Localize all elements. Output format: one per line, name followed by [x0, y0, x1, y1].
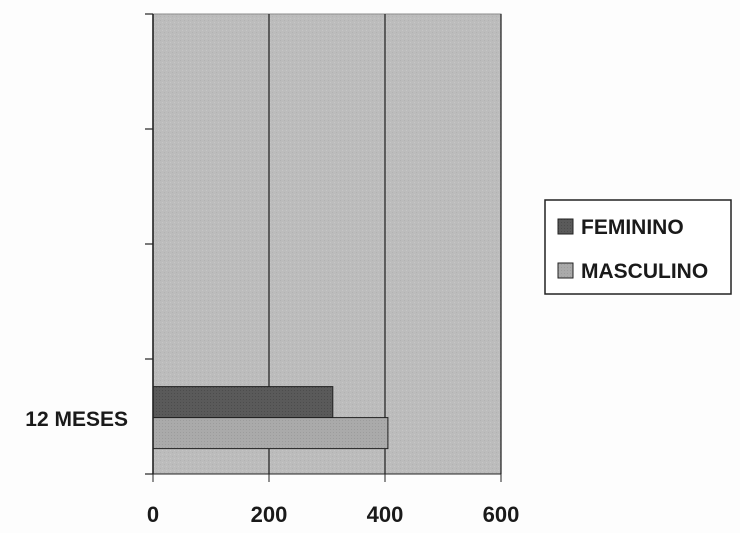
- x-tick-label-200: 200: [251, 502, 288, 527]
- x-tick-label-0: 0: [147, 502, 159, 527]
- legend-box: [544, 199, 732, 295]
- y-axis-ticks: [145, 13, 153, 475]
- legend-label-feminino: FEMININO: [581, 216, 684, 239]
- x-tick-label-400: 400: [367, 502, 404, 527]
- legend-label-masculino: MASCULINO: [581, 260, 708, 283]
- category-label-12-meses: 12 MESES: [25, 408, 128, 431]
- x-tick-label-600: 600: [483, 502, 520, 527]
- legend-swatch-masculino: [557, 262, 574, 279]
- x-axis-tick-labels: 0 200 400 600: [147, 502, 519, 527]
- bar-feminino-1: [152, 386, 334, 419]
- legend-swatch-feminino: [557, 218, 574, 235]
- legend: FEMININO MASCULINO: [544, 199, 732, 295]
- bar-masculino-1: [152, 417, 389, 450]
- bars: [152, 386, 389, 450]
- x-axis-ticks: [152, 474, 502, 482]
